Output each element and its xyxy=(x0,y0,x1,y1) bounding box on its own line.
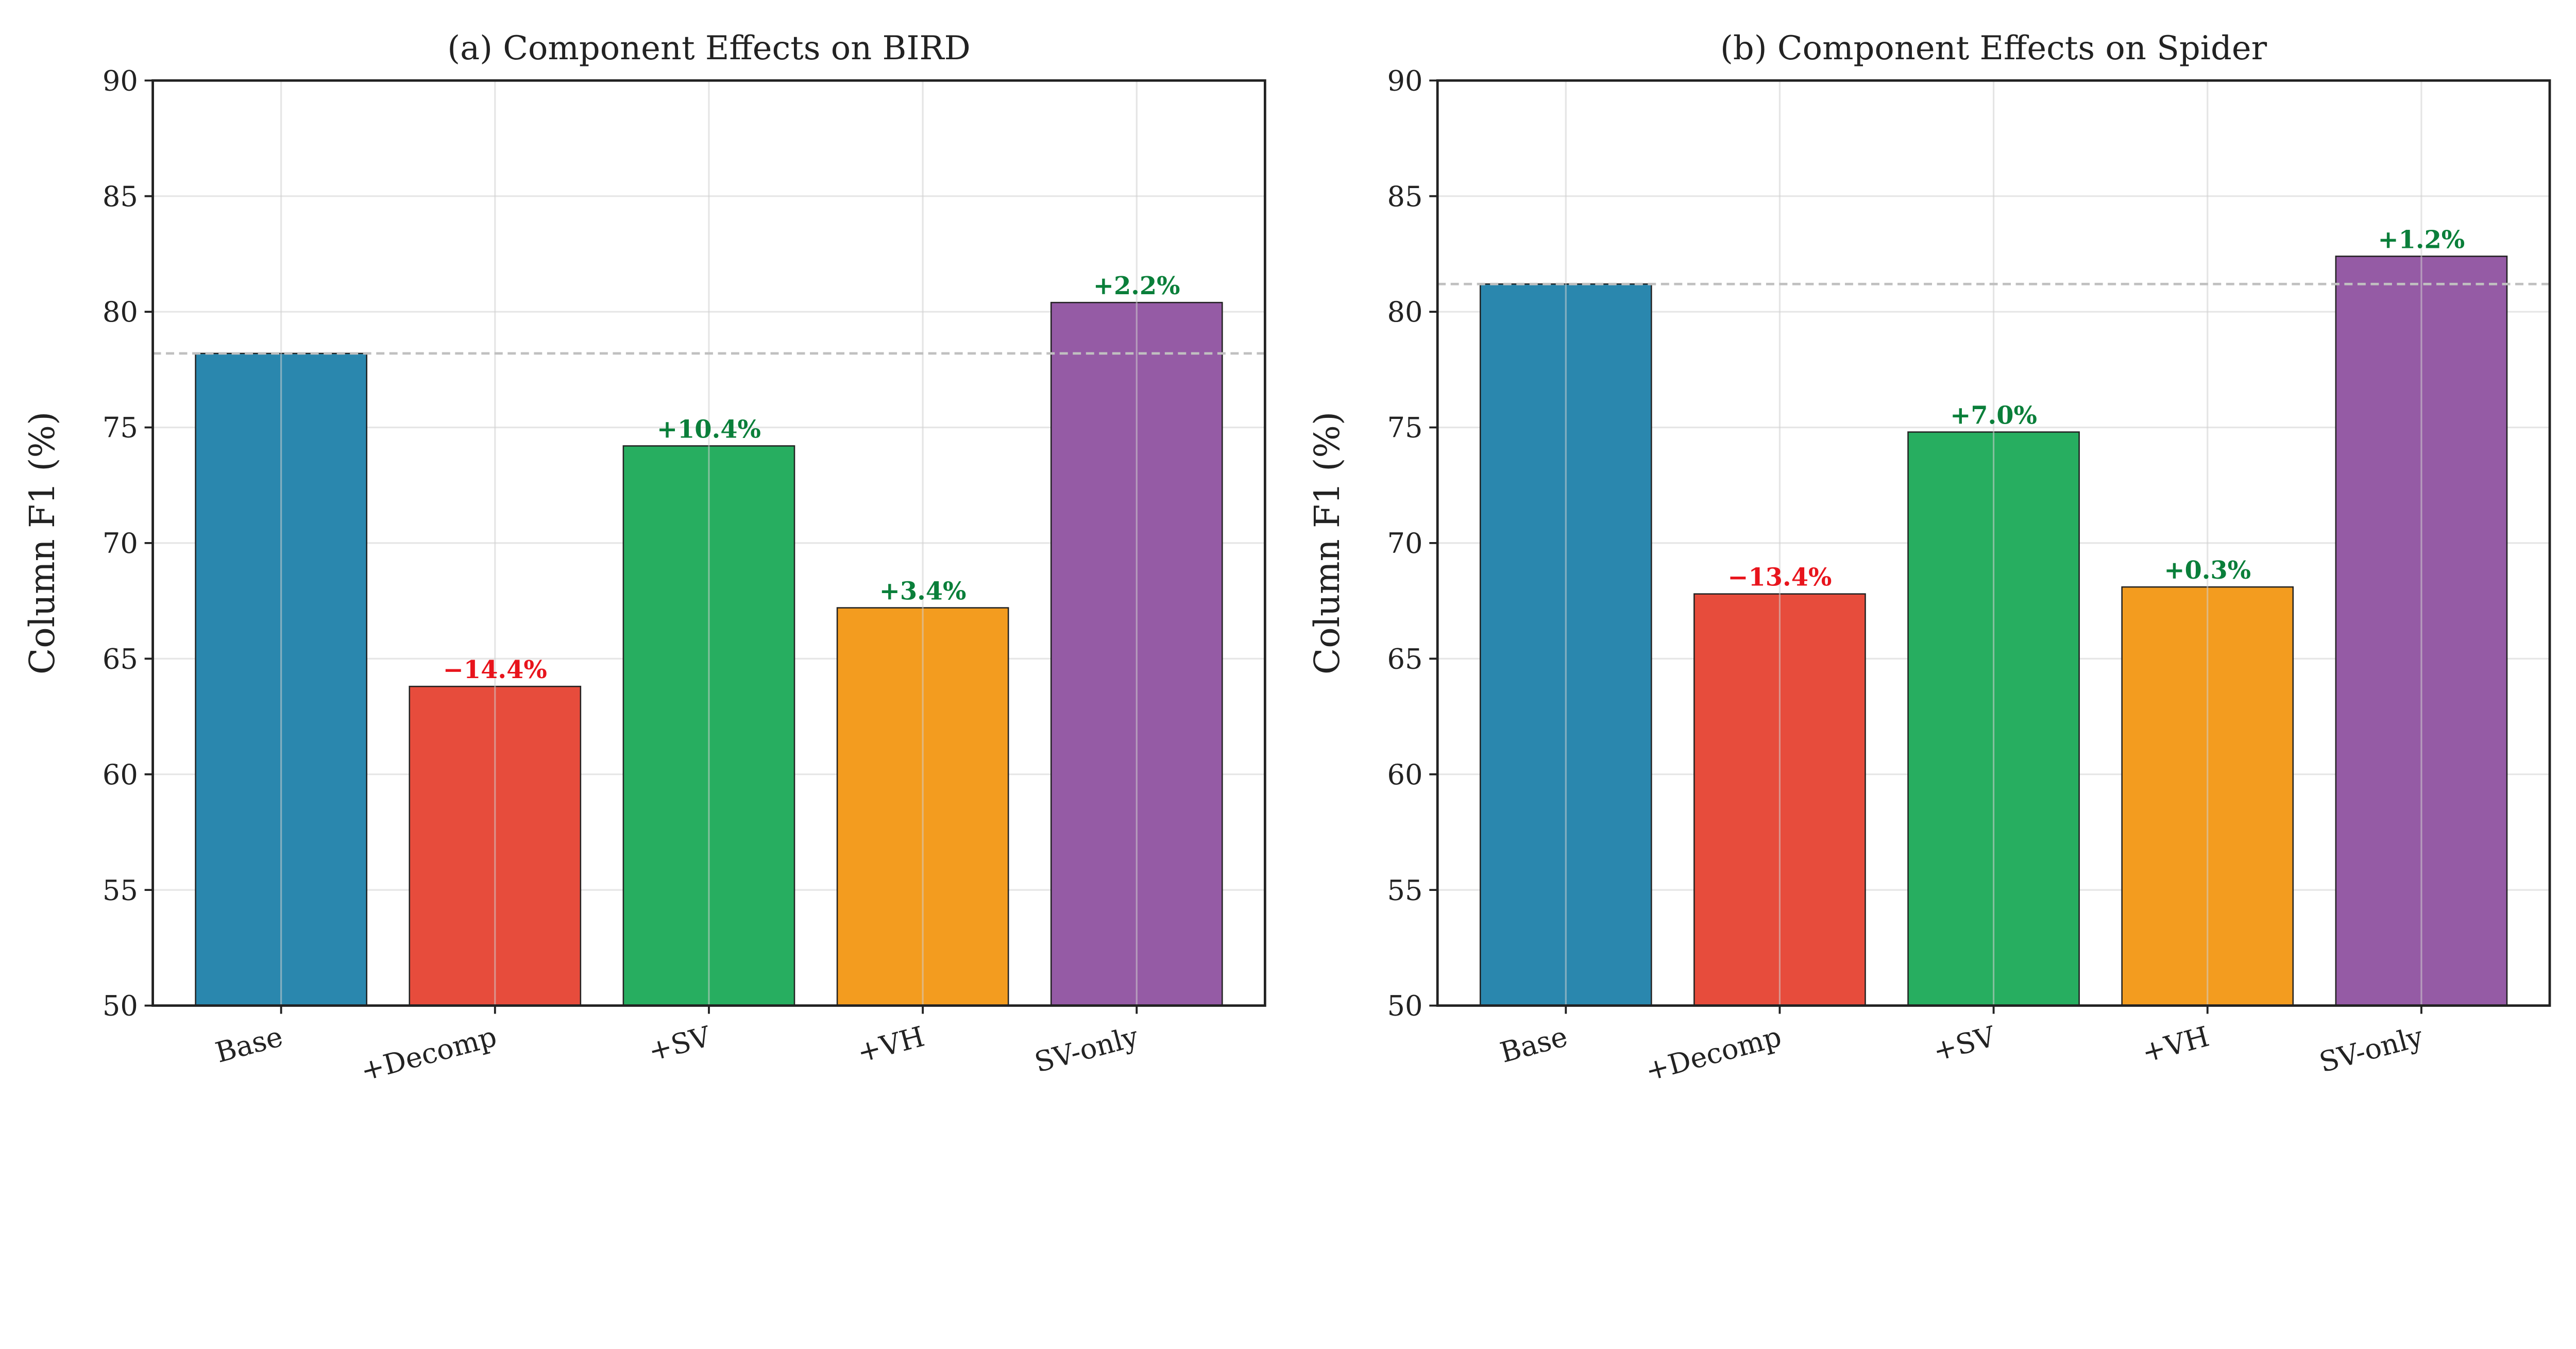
x-tick-label: +Decomp xyxy=(357,1020,500,1088)
panel-b: −13.4% +7.0% +0.3% +1.2% 50 55 60 65 70 75 80 85 90 B… xyxy=(1307,29,2551,1088)
bar-delta-label: −14.4% xyxy=(443,655,547,684)
x-tick-label: +SV xyxy=(1929,1020,1999,1068)
y-tick-label: 50 xyxy=(103,990,138,1022)
y-axis-label: Column F1 (%) xyxy=(1307,412,1347,674)
y-tick-label: 90 xyxy=(103,64,138,97)
y-tick-label: 90 xyxy=(1387,64,1423,97)
y-tick-label: 75 xyxy=(1387,412,1423,444)
panel-a: −14.4% +10.4% +3.4% +2.2% 50 55 60 65 70 75 80 85 90… xyxy=(22,29,1266,1088)
y-tick-label: 60 xyxy=(103,758,138,791)
figure: −14.4% +10.4% +3.4% +2.2% 50 55 60 65 70 75 80 85 90… xyxy=(22,29,2551,1088)
y-tick-label: 80 xyxy=(1387,296,1423,328)
x-tick-label: Base xyxy=(1497,1020,1571,1069)
y-tick-label: 85 xyxy=(103,180,138,213)
y-tick-label: 55 xyxy=(1387,874,1423,906)
y-tick-label: 65 xyxy=(103,643,138,675)
x-tick-label: +VH xyxy=(854,1020,928,1069)
x-tick-label: +SV xyxy=(645,1020,715,1068)
bar-delta-label: +1.2% xyxy=(2378,225,2465,254)
y-tick-label: 60 xyxy=(1387,758,1423,791)
bar-delta-label: +3.4% xyxy=(879,577,967,606)
y-tick-label: 50 xyxy=(1387,990,1423,1022)
bar-delta-label: −13.4% xyxy=(1727,563,1832,592)
y-tick-label: 70 xyxy=(103,527,138,560)
y-axis-label: Column F1 (%) xyxy=(22,412,62,674)
y-tick-label: 80 xyxy=(103,296,138,328)
bar-delta-label: +0.3% xyxy=(2164,556,2251,585)
y-tick-label: 85 xyxy=(1387,180,1423,213)
y-tick-label: 65 xyxy=(1387,643,1423,675)
x-tick-label: Base xyxy=(212,1020,286,1069)
x-tick-label: SV-only xyxy=(2316,1020,2427,1079)
y-tick-label: 55 xyxy=(103,874,138,906)
bar-delta-label: +2.2% xyxy=(1093,272,1180,300)
bar-delta-label: +10.4% xyxy=(657,415,761,444)
y-tick-label: 70 xyxy=(1387,527,1423,560)
x-tick-label: +VH xyxy=(2139,1020,2213,1069)
chart-title: (b) Component Effects on Spider xyxy=(1720,29,2267,68)
chart-title: (a) Component Effects on BIRD xyxy=(447,29,971,68)
y-tick-label: 75 xyxy=(103,412,138,444)
bar-delta-label: +7.0% xyxy=(1950,401,2037,430)
x-tick-label: +Decomp xyxy=(1642,1020,1785,1088)
x-tick-label: SV-only xyxy=(1031,1020,1142,1079)
